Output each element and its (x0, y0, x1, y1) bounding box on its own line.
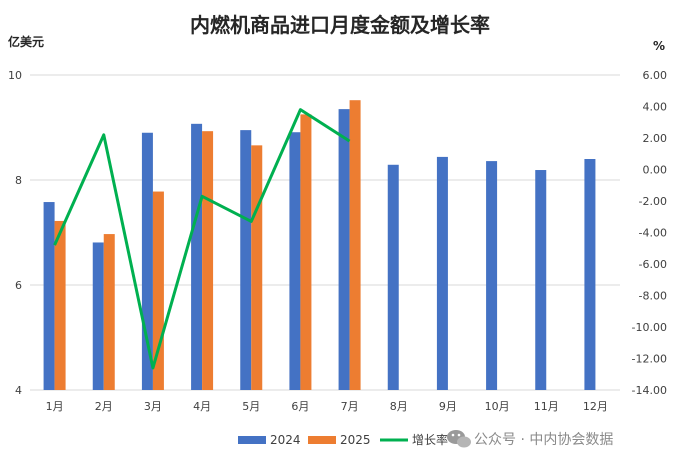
bar-2025 (349, 100, 361, 390)
left-axis-ticks: 4 6 8 10 (8, 69, 22, 397)
bars (43, 100, 596, 391)
chart-title: 内燃机商品进口月度金额及增长率 (190, 13, 490, 37)
category-label: 4月 (193, 400, 211, 413)
category-label: 9月 (439, 400, 457, 413)
category-label: 10月 (485, 400, 510, 413)
bar-2024 (191, 123, 203, 390)
legend-label: 2024 (270, 433, 301, 447)
bar-2024 (338, 109, 350, 390)
bar-2024 (535, 170, 547, 390)
bar-2024 (240, 130, 252, 390)
left-tick-label: 6 (15, 279, 22, 292)
bar-2025 (300, 114, 312, 390)
right-tick-label: 4.00 (643, 101, 668, 114)
bar-2025 (54, 220, 66, 390)
right-tick-label: -8.00 (639, 290, 667, 303)
category-label: 12月 (583, 400, 608, 413)
bar-2024 (92, 242, 104, 390)
legend: 2024 2025 增长率 (238, 432, 448, 447)
legend-swatch-2024 (238, 436, 266, 444)
watermark: 公众号 · 中内协会数据 (447, 430, 613, 448)
bar-2024 (486, 161, 498, 390)
category-label: 2月 (95, 400, 113, 413)
right-tick-label: -4.00 (639, 227, 667, 240)
right-tick-label: -2.00 (639, 195, 667, 208)
category-label: 8月 (390, 400, 408, 413)
legend-swatch-2025 (308, 436, 336, 444)
growth-line (53, 108, 351, 370)
bar-2024 (436, 156, 448, 390)
bar-2025 (251, 145, 263, 390)
right-axis-ticks: -14.00 -12.00 -10.00 -8.00 -6.00 -4.00 -2.00 0.… (632, 69, 667, 397)
left-axis-unit: 亿美元 (8, 34, 44, 49)
right-tick-label: -14.00 (632, 384, 667, 397)
watermark-text: 公众号 · 中内协会数据 (474, 432, 613, 448)
line-series-增长率 (53, 108, 351, 370)
legend-label: 增长率 (412, 432, 448, 447)
right-tick-label: -6.00 (639, 258, 667, 271)
right-tick-label: 2.00 (643, 132, 668, 145)
left-tick-label: 8 (15, 174, 22, 187)
bar-2025 (202, 131, 214, 391)
bar-2024 (43, 202, 55, 390)
category-label: 1月 (46, 400, 64, 413)
right-tick-label: 0.00 (643, 164, 668, 177)
right-axis-unit: % (653, 39, 665, 53)
right-tick-label: -10.00 (632, 321, 667, 334)
bar-2024 (141, 132, 153, 390)
right-tick-label: -12.00 (632, 353, 667, 366)
bar-2024 (584, 159, 596, 390)
category-label: 5月 (242, 400, 260, 413)
left-tick-label: 4 (15, 384, 22, 397)
gridlines (30, 74, 620, 391)
wechat-icon (447, 430, 471, 448)
category-label: 11月 (534, 400, 559, 413)
bar-2024 (289, 132, 301, 390)
right-tick-label: 6.00 (643, 69, 668, 82)
bar-2025 (103, 234, 115, 390)
category-label: 7月 (341, 400, 359, 413)
legend-label: 2025 (340, 433, 371, 447)
left-tick-label: 10 (8, 69, 22, 82)
category-label: 3月 (144, 400, 162, 413)
bar-2025 (152, 191, 164, 390)
category-label: 6月 (291, 400, 309, 413)
bar-2024 (387, 164, 399, 390)
category-labels: 1月 2月 3月 4月 5月 6月 7月 8月 9月 10月 11月 12月 (46, 400, 608, 413)
